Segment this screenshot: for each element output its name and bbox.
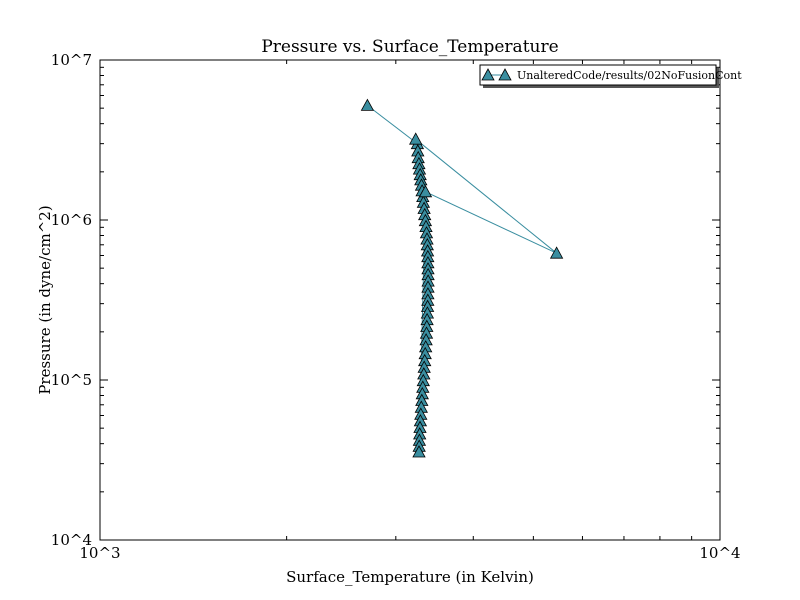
- y-tick-label-1e6: 10^6: [51, 211, 92, 229]
- data-point: [418, 184, 433, 198]
- y-tick-label-1e7: 10^7: [51, 51, 92, 69]
- y-axis-label: Pressure (in dyne/cm^2): [36, 205, 54, 394]
- chart-title: Pressure vs. Surface_Temperature: [261, 37, 558, 57]
- x-tick-label-min: 10^3: [79, 544, 120, 562]
- legend-marker-right: [498, 68, 512, 81]
- legend: UnalteredCode/results/02NoFusionCont: [479, 64, 742, 88]
- legend-marker-left: [481, 68, 495, 81]
- legend-label: UnalteredCode/results/02NoFusionCont: [517, 69, 742, 82]
- legend-box: [479, 64, 717, 86]
- data-point: [409, 132, 423, 145]
- x-tick-label-max: 10^4: [699, 544, 740, 562]
- data-series: [360, 98, 564, 458]
- plot-area: [99, 59, 721, 541]
- data-point: [360, 98, 375, 111]
- data-point: [412, 445, 426, 458]
- data-point: [549, 246, 564, 259]
- x-axis-label: Surface_Temperature (in Kelvin): [286, 568, 534, 586]
- axis-ticks: [99, 59, 721, 541]
- y-tick-label-1e4: 10^4: [51, 531, 92, 549]
- y-tick-label-1e5: 10^5: [51, 371, 92, 389]
